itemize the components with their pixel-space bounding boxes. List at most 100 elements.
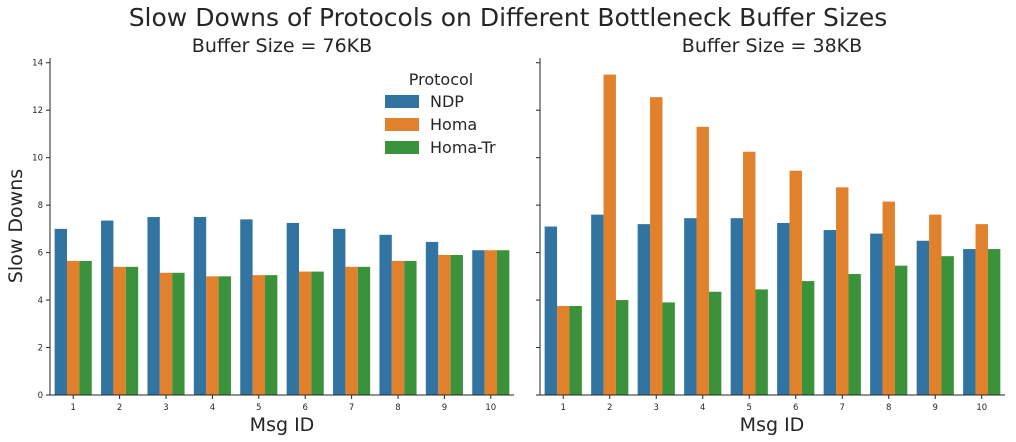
legend-label-ndp: NDP — [430, 92, 464, 111]
legend-swatch-homa-tr — [385, 141, 419, 154]
bar-homa-tr-8 — [404, 260, 417, 395]
bar-ndp-6 — [777, 222, 790, 395]
bar-homa-tr-5 — [755, 289, 768, 395]
bar-homa-tr-6 — [311, 271, 324, 395]
bar-homa-tr-7 — [357, 266, 371, 395]
bar-homa-9 — [929, 214, 942, 395]
bar-homa-tr-9 — [450, 254, 463, 395]
figure-title: Slow Downs of Protocols on Different Bot… — [129, 3, 888, 32]
bar-homa-tr-4 — [218, 276, 231, 395]
legend-swatch-ndp — [385, 95, 419, 108]
bar-homa-tr-2 — [125, 266, 139, 395]
x-tick-label: 6 — [302, 403, 307, 413]
legend-title: Protocol — [409, 70, 473, 89]
bar-ndp-8 — [870, 233, 883, 395]
bar-ndp-4 — [193, 217, 207, 395]
x-tick-label: 9 — [442, 403, 447, 413]
bar-ndp-5 — [240, 219, 253, 395]
bar-ndp-3 — [637, 224, 651, 395]
bar-ndp-1 — [54, 228, 68, 395]
y-tick-label: 10 — [32, 154, 43, 164]
bar-homa-tr-3 — [662, 302, 675, 395]
x-ticks: 1 2 3 4 5 6 7 8 9 10 — [561, 395, 987, 413]
bar-homa-5 — [743, 151, 756, 395]
y-ticks: 0 2 4 6 8 10 12 14 — [32, 59, 50, 401]
bar-homa-tr-5 — [264, 275, 278, 395]
bar-ndp-2 — [101, 220, 114, 395]
bar-homa-2 — [603, 74, 616, 396]
x-axis-label: Msg ID — [250, 414, 315, 436]
bar-homa-7 — [345, 266, 358, 395]
bar-ndp-1 — [544, 226, 558, 395]
bar-homa-10 — [484, 250, 497, 395]
legend-label-homa: Homa — [430, 115, 477, 134]
x-tick-label: 8 — [395, 403, 400, 413]
bar-homa-1 — [557, 306, 570, 395]
bar-ndp-8 — [379, 234, 392, 395]
bar-ndp-3 — [147, 217, 160, 395]
x-ticks: 1 2 3 4 5 6 7 8 9 10 — [70, 395, 496, 413]
legend-swatch-homa — [385, 118, 419, 131]
x-tick-label: 4 — [700, 403, 705, 413]
bar-homa-2 — [113, 266, 126, 395]
x-tick-label: 2 — [117, 403, 122, 413]
bar-homa-6 — [299, 271, 312, 395]
x-axis-label: Msg ID — [740, 414, 805, 436]
bar-homa-6 — [789, 170, 802, 395]
bar-ndp-2 — [591, 214, 604, 395]
x-tick-label: 3 — [163, 403, 168, 413]
x-tick-label: 5 — [747, 403, 752, 413]
bar-homa-10 — [975, 224, 988, 395]
bar-homa-tr-1 — [569, 306, 582, 395]
y-tick-label: 12 — [32, 106, 43, 116]
x-tick-label: 1 — [561, 403, 566, 413]
bar-homa-tr-10 — [987, 249, 1001, 395]
y-tick-label: 0 — [38, 391, 43, 401]
bar-homa-tr-3 — [172, 272, 185, 395]
y-tick-label: 14 — [32, 59, 43, 69]
legend-label-homa-tr: Homa-Tr — [430, 138, 496, 157]
x-tick-label: 6 — [793, 403, 798, 413]
bar-ndp-7 — [823, 230, 837, 395]
bar-ndp-9 — [425, 241, 439, 395]
bar-homa-tr-7 — [848, 273, 861, 395]
bar-homa-8 — [391, 260, 405, 395]
bar-ndp-9 — [916, 240, 930, 395]
legend: Protocol NDP Homa Homa-Tr — [385, 70, 496, 157]
x-tick-label: 1 — [70, 403, 75, 413]
bar-homa-tr-2 — [615, 300, 629, 395]
bar-homa-4 — [696, 126, 709, 395]
bar-homa-tr-8 — [894, 265, 908, 395]
y-tick-label: 8 — [38, 201, 43, 211]
x-tick-label: 4 — [210, 403, 215, 413]
bar-homa-3 — [159, 272, 173, 395]
legend-items: NDP Homa Homa-Tr — [385, 92, 496, 157]
bars-group — [54, 217, 510, 395]
bar-ndp-10 — [472, 250, 485, 395]
bar-ndp-6 — [286, 222, 300, 395]
x-tick-label: 8 — [886, 403, 891, 413]
x-tick-label: 9 — [933, 403, 938, 413]
bar-homa-tr-9 — [941, 256, 954, 395]
bar-homa-8 — [882, 201, 895, 395]
bar-homa-tr-10 — [496, 250, 510, 395]
bar-homa-tr-4 — [708, 291, 722, 395]
x-tick-label: 7 — [349, 403, 354, 413]
bar-homa-9 — [438, 254, 451, 395]
panel-title: Buffer Size = 76KB — [192, 35, 372, 57]
bar-homa-tr-1 — [79, 260, 92, 395]
bar-homa-4 — [206, 276, 219, 395]
x-tick-label: 10 — [485, 403, 496, 413]
x-tick-label: 10 — [976, 403, 987, 413]
bar-homa-7 — [836, 187, 849, 395]
bar-homa-3 — [650, 97, 663, 395]
bar-ndp-7 — [333, 228, 346, 395]
bar-homa-tr-6 — [801, 281, 815, 395]
y-tick-label: 6 — [38, 249, 43, 259]
y-axis-label: Slow Downs — [5, 169, 27, 283]
bar-homa-5 — [252, 275, 265, 395]
bar-ndp-5 — [730, 218, 744, 395]
bar-ndp-10 — [963, 249, 976, 395]
x-tick-label: 2 — [607, 403, 612, 413]
